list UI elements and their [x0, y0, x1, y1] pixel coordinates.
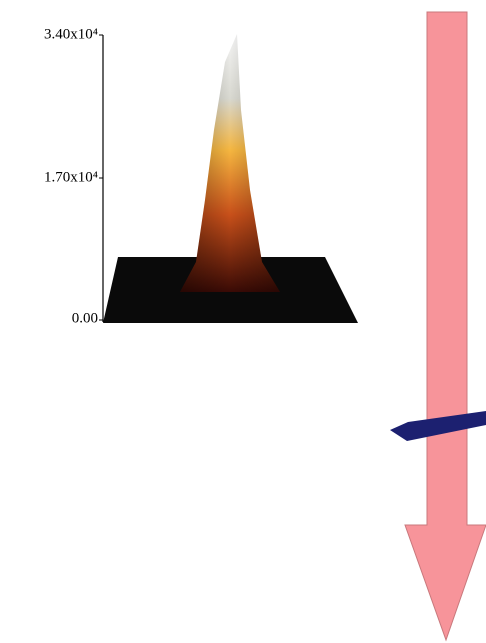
y-tick-label: 3.40x10⁴ [44, 26, 98, 42]
peak-shade [180, 34, 280, 292]
y-tick-label: 1.70x10⁴ [44, 169, 98, 185]
beam-diagram [390, 12, 486, 640]
arrow [405, 12, 486, 640]
figure: 3.40x10⁴ 1.70x10⁴ 0.00 [0, 0, 486, 643]
surface-plot: 3.40x10⁴ 1.70x10⁴ 0.00 [44, 26, 358, 326]
y-tick-label: 0.00 [72, 310, 98, 326]
